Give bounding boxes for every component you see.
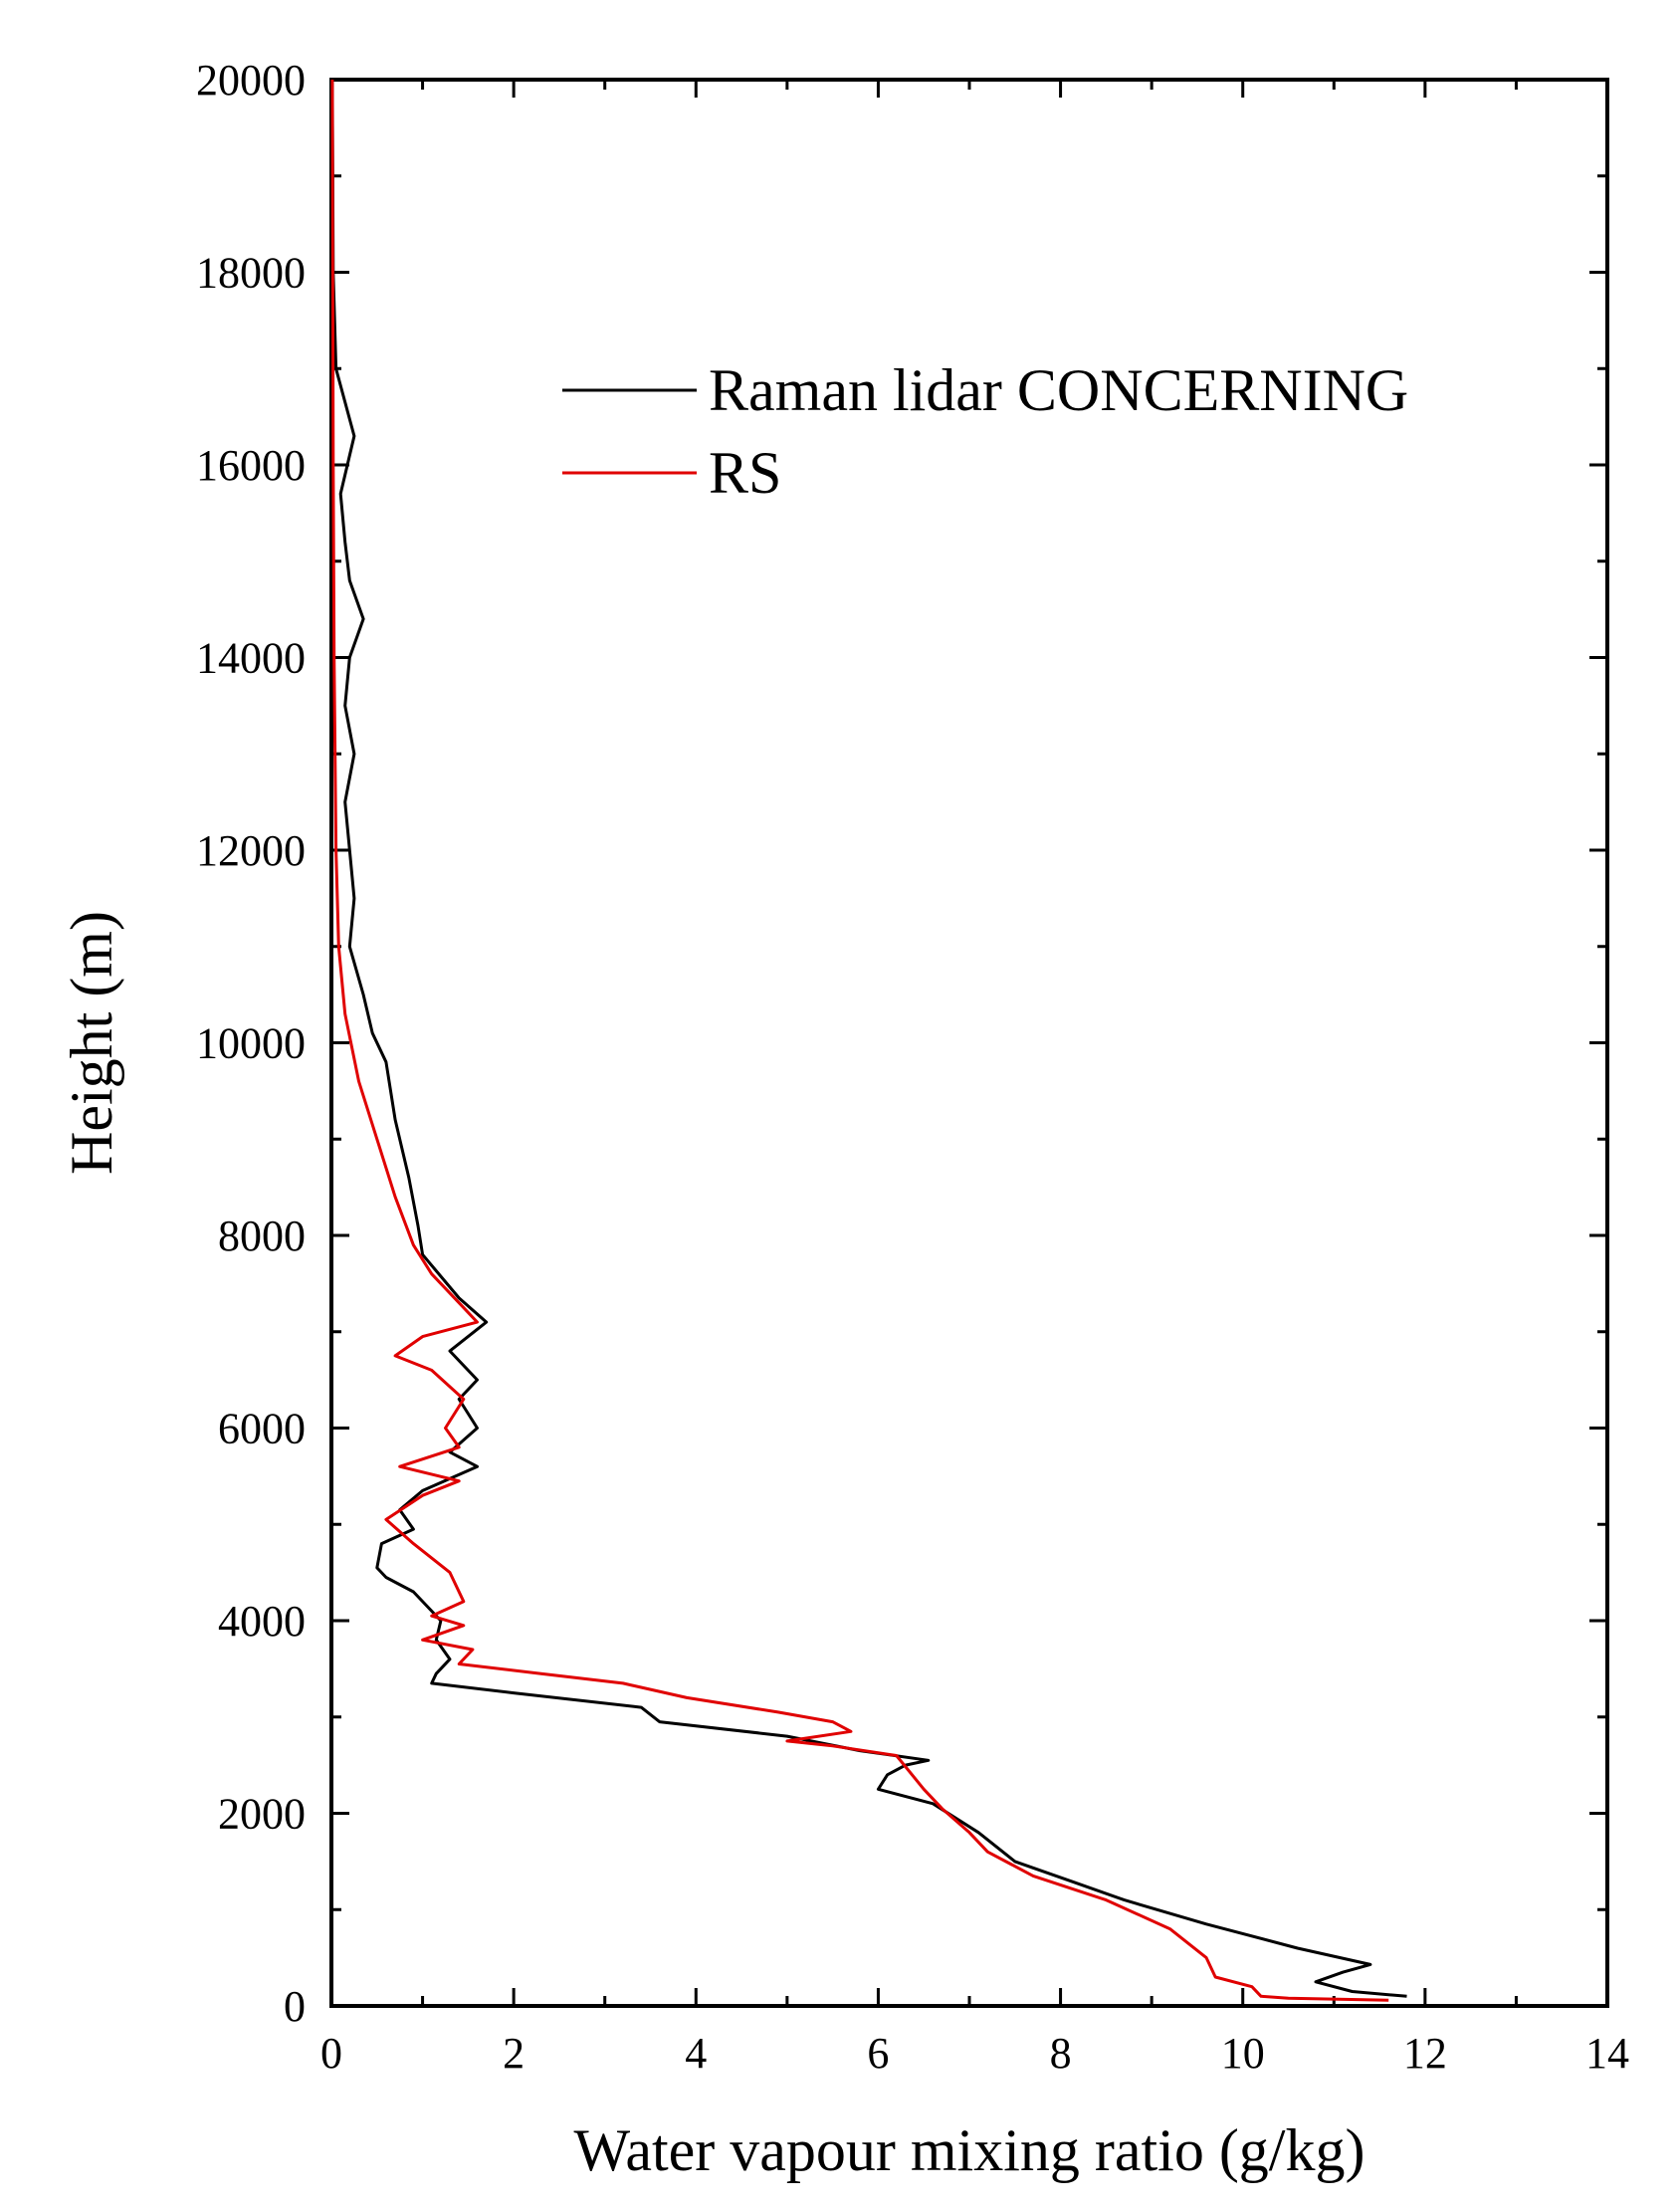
legend-label-rs: RS — [709, 440, 781, 506]
series-layer — [330, 79, 1407, 2002]
x-tick-label: 0 — [320, 2029, 342, 2078]
x-tick-label: 10 — [1221, 2029, 1265, 2078]
y-tick-label: 6000 — [218, 1405, 306, 1453]
y-tick-label: 18000 — [196, 249, 306, 298]
y-tick-label: 14000 — [196, 634, 306, 683]
y-tick-label: 4000 — [218, 1597, 306, 1646]
y-tick-label: 0 — [284, 1982, 306, 2031]
y-axis-ticks: 0 2000 4000 6000 8000 10000 12000 14000 16000 180… — [196, 56, 1607, 2031]
y-axis-title: Height (m) — [59, 911, 124, 1175]
y-tick-label: 2000 — [218, 1790, 306, 1839]
y-tick-label: 20000 — [196, 56, 306, 105]
x-tick-label: 12 — [1403, 2029, 1447, 2078]
x-tick-label: 2 — [503, 2029, 525, 2078]
x-axis-ticks: 0 2 4 6 8 10 12 14 — [320, 80, 1629, 2078]
x-tick-label: 8 — [1050, 2029, 1072, 2078]
x-axis-title: Water vapour mixing ratio (g/kg) — [574, 2117, 1365, 2183]
legend: Raman lidar CONCERNING RS — [562, 357, 1408, 506]
series-line-rs — [330, 79, 1389, 2002]
y-tick-label: 10000 — [196, 1019, 306, 1068]
y-tick-label: 8000 — [218, 1212, 306, 1260]
x-tick-label: 4 — [685, 2029, 707, 2078]
x-tick-label: 6 — [867, 2029, 889, 2078]
y-tick-label: 16000 — [196, 441, 306, 490]
x-tick-label: 14 — [1585, 2029, 1629, 2078]
y-tick-label: 12000 — [196, 826, 306, 875]
legend-label-lidar: Raman lidar CONCERNING — [709, 357, 1408, 423]
